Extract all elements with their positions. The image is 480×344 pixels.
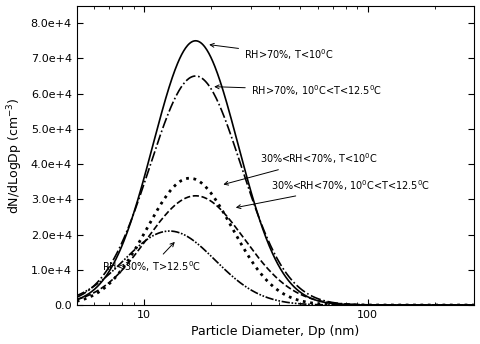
Text: 30%<RH<70%, 10$^0$C<T<12.5$^0$C: 30%<RH<70%, 10$^0$C<T<12.5$^0$C (237, 178, 431, 208)
Text: RH<30%, T>12.5$^0$C: RH<30%, T>12.5$^0$C (102, 243, 201, 274)
X-axis label: Particle Diameter, Dp (nm): Particle Diameter, Dp (nm) (192, 325, 360, 338)
Text: RH>70%, 10$^0$C<T<12.5$^0$C: RH>70%, 10$^0$C<T<12.5$^0$C (215, 83, 382, 97)
Text: RH>70%, T<10$^0$C: RH>70%, T<10$^0$C (210, 43, 334, 62)
Text: 30%<RH<70%, T<10$^0$C: 30%<RH<70%, T<10$^0$C (224, 151, 378, 185)
Y-axis label: dN/dLogDp (cm$^{-3}$): dN/dLogDp (cm$^{-3}$) (6, 97, 25, 214)
